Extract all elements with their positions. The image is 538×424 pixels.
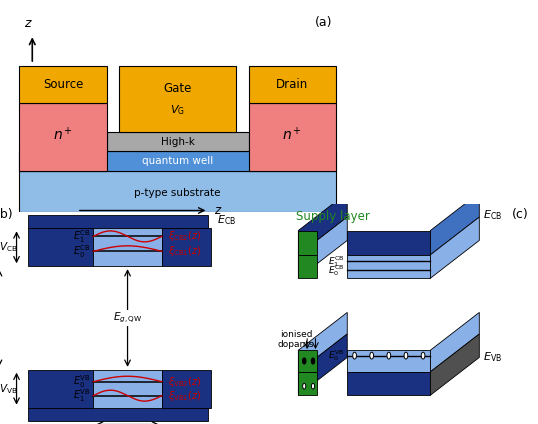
Text: $E_{\rm VB}$: $E_{\rm VB}$ [483,351,502,364]
Bar [19,103,107,171]
Text: $V_{\rm CB}$: $V_{\rm CB}$ [0,240,18,254]
Bar [27,370,93,407]
Polygon shape [430,193,479,255]
Polygon shape [347,372,430,395]
Polygon shape [430,217,479,278]
Polygon shape [299,334,347,395]
Bar [27,407,208,421]
Text: n$^+$: n$^+$ [282,126,302,143]
Circle shape [312,358,315,364]
Text: $z$: $z$ [214,204,222,217]
Text: High-k: High-k [161,137,194,147]
Circle shape [303,383,306,389]
Polygon shape [299,350,317,372]
Text: Drain: Drain [276,78,308,91]
Circle shape [312,383,315,389]
Text: $\xi_{\rm VB1}(z)$: $\xi_{\rm VB1}(z)$ [168,389,202,403]
Circle shape [353,352,357,359]
Text: (b): (b) [0,209,13,221]
Text: $\xi_{\rm CB2}(z)$: $\xi_{\rm CB2}(z)$ [168,229,202,243]
Polygon shape [430,334,479,395]
Text: $E_{\rm CB}$: $E_{\rm CB}$ [483,208,502,222]
Text: (c): (c) [512,208,528,221]
Text: $E_{g,\rm QW}$: $E_{g,\rm QW}$ [113,311,143,325]
Text: $E_1^{\rm CB}$: $E_1^{\rm CB}$ [73,228,90,245]
Bar [19,171,336,212]
Text: n$^+$: n$^+$ [53,126,73,143]
Text: $V_{\rm VB}$: $V_{\rm VB}$ [0,382,18,396]
Text: Supply layer: Supply layer [296,210,370,223]
Text: $E_1^{\rm CB}$: $E_1^{\rm CB}$ [328,254,344,268]
Circle shape [404,352,408,359]
Bar [93,370,162,407]
Polygon shape [299,193,347,255]
Bar [27,229,93,266]
Circle shape [370,352,373,359]
Bar [27,215,208,229]
Polygon shape [299,255,317,278]
Polygon shape [299,217,347,278]
Polygon shape [347,255,430,278]
Bar [249,66,336,103]
Bar [119,66,236,132]
Bar [19,151,336,171]
Text: Gate: Gate [164,81,192,95]
Text: $\xi_{\rm VB2}(z)$: $\xi_{\rm VB2}(z)$ [168,375,202,389]
Text: p-type substrate: p-type substrate [134,189,221,198]
Polygon shape [430,312,479,372]
Text: $z$: $z$ [24,17,33,30]
Text: ionised
dopants: ionised dopants [278,329,314,349]
Polygon shape [347,350,430,372]
Bar [249,103,336,171]
Text: $E_{\rm CB}$: $E_{\rm CB}$ [217,214,236,227]
Polygon shape [299,312,347,372]
Bar [162,370,211,407]
Circle shape [421,352,425,359]
Text: $E_{\rm VB}$: $E_{\rm VB}$ [217,423,236,424]
Circle shape [387,352,391,359]
Bar [93,229,162,266]
Bar [107,132,249,151]
Text: $E_1^{\rm VB}$: $E_1^{\rm VB}$ [73,387,90,404]
Bar [162,229,211,266]
Text: $E_0^{\rm VB}$: $E_0^{\rm VB}$ [328,348,344,363]
Text: Source: Source [43,78,83,91]
Text: $E_0^{\rm CB}$: $E_0^{\rm CB}$ [73,243,90,260]
Text: $E_0^{\rm VB}$: $E_0^{\rm VB}$ [73,373,90,390]
Text: $E_0^{\rm CB}$: $E_0^{\rm CB}$ [328,262,344,278]
Text: quantum well: quantum well [142,156,213,166]
Text: $V_{\rm G}$: $V_{\rm G}$ [170,103,185,117]
Text: $\xi_{\rm CB1}(z)$: $\xi_{\rm CB1}(z)$ [168,244,202,258]
Polygon shape [299,372,317,395]
Polygon shape [299,231,317,255]
Text: (a): (a) [315,16,332,29]
Polygon shape [347,231,430,255]
Circle shape [303,358,306,364]
Bar [19,66,107,103]
